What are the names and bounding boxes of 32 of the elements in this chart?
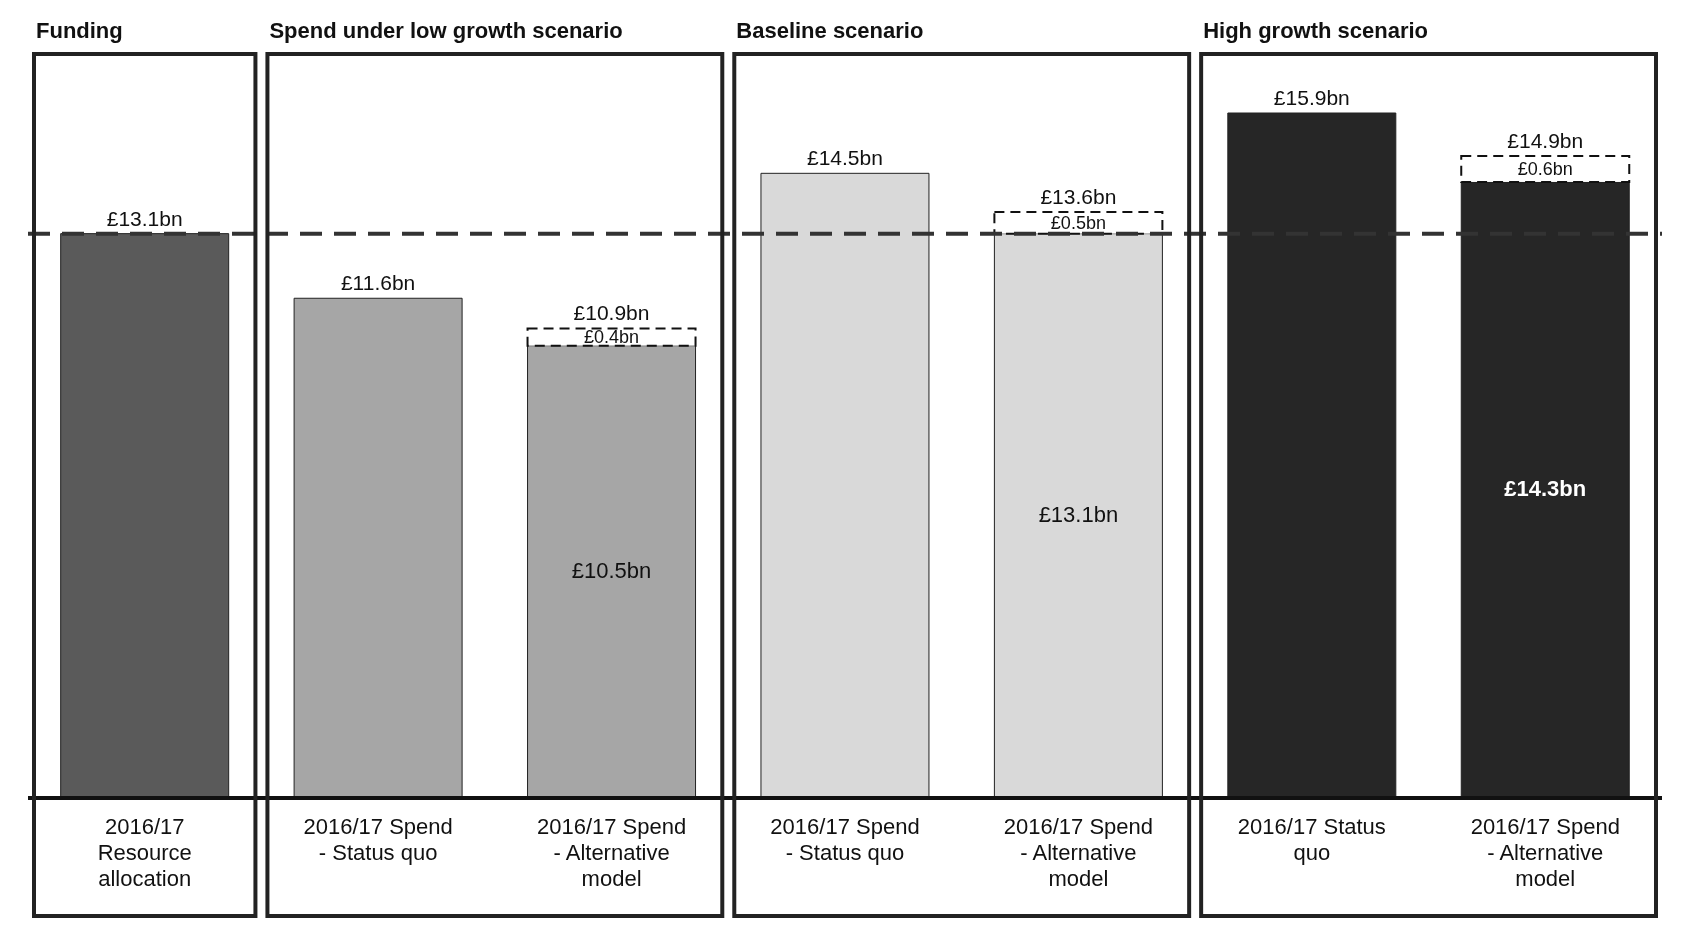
x-tick-label: 2016/17 Resource allocation	[97, 814, 192, 891]
data-label: £15.9bn	[1273, 86, 1350, 109]
bar	[1460, 155, 1631, 183]
data-label: £0.4bn	[584, 326, 640, 347]
data-label: £13.1bn	[106, 206, 183, 230]
x-tick-label: 2016/17 Status quo	[1237, 814, 1386, 865]
text: Spend under low growth scenario	[269, 18, 623, 43]
data-label: £14.5bn	[807, 146, 883, 170]
total-label: £10.9bn	[573, 301, 650, 325]
x-tick-label: 2016/17 Spend - Status quo	[303, 814, 453, 865]
total-label: £13.6bn	[1040, 185, 1117, 209]
data-label: £0.6bn	[1517, 158, 1573, 179]
text: Baseline scenario	[736, 18, 924, 43]
x-tick-label: 2016/17 Spend - Status quo	[770, 814, 920, 865]
bar	[760, 172, 930, 799]
bar	[1460, 181, 1630, 799]
bar	[993, 233, 1163, 799]
data-label: £14.3bn	[1504, 475, 1587, 501]
data-label: £0.5bn	[1050, 212, 1106, 233]
bar	[293, 297, 463, 799]
total-label: £14.9bn	[1507, 129, 1584, 153]
data-label: £10.5bn	[571, 557, 652, 583]
bar	[526, 327, 697, 347]
x-tick-label: 2016/17 Spend - Alternative model	[1470, 814, 1620, 891]
data-label: £13.1bn	[1038, 501, 1119, 527]
x-tick-label: 2016/17 Spend - Alternative model	[536, 814, 687, 891]
x-tick-label: 2016/17 Spend - Alternative model	[1003, 814, 1154, 891]
bar	[527, 345, 697, 799]
bar	[60, 233, 230, 799]
text: Funding	[36, 18, 123, 43]
text: High growth scenario	[1203, 18, 1429, 43]
data-label: £11.6bn	[340, 271, 416, 295]
